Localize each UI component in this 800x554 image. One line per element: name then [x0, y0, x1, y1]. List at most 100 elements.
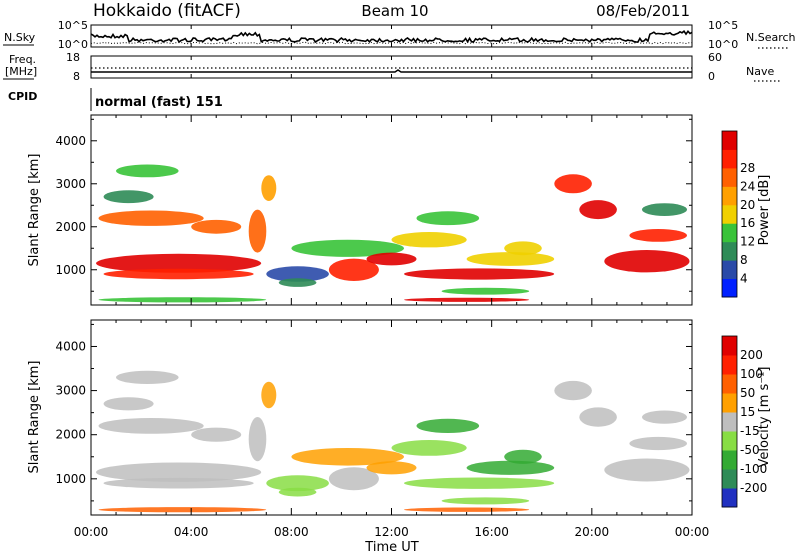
echo-region [642, 203, 687, 217]
cpid-value: normal (fast) 151 [95, 95, 223, 110]
freq-tick-bottom: 8 [73, 70, 80, 83]
echo-region [98, 297, 267, 303]
colorbar-segment [722, 393, 737, 413]
x-tick-label: 04:00 [174, 525, 209, 539]
velocity-colorbar-label: Velocity [m s⁻¹] [757, 367, 772, 468]
echo-region [391, 440, 467, 456]
y-tick-label: 2000 [55, 220, 86, 234]
echo-region [191, 219, 242, 234]
echo-region [96, 253, 262, 273]
velocity-heatmap [96, 370, 690, 513]
colorbar-segment [722, 260, 737, 280]
echo-region [98, 507, 267, 513]
echo-region [98, 418, 204, 434]
colorbar-segment [722, 488, 737, 508]
velocity-colorbar: 200 100 50 15 -15 -50 -100 -200 [721, 335, 767, 508]
echo-region [266, 266, 329, 282]
echo-region [504, 449, 542, 464]
colorbar-segment [722, 278, 737, 298]
y-tick-label: 1000 [55, 472, 86, 486]
y-tick-label: 4000 [55, 339, 86, 353]
date-title: 08/Feb/2011 [596, 2, 690, 20]
colorbar-tick-label: 16 [740, 216, 755, 230]
noise-right-tick-top: 10^5 [708, 19, 738, 32]
echo-region [579, 407, 617, 427]
colorbar-frame [721, 335, 738, 508]
colorbar-tick-label: 28 [740, 161, 755, 175]
colorbar-tick-label: 200 [740, 348, 763, 362]
echo-region [366, 252, 417, 266]
velocity-y-label: Slant Range [km] [27, 361, 42, 474]
colorbar-frame [721, 130, 738, 298]
echo-region [579, 200, 617, 220]
colorbar-tick-label: -100 [740, 462, 767, 476]
nave-label: Nave [746, 65, 774, 78]
colorbar-tick-label: 12 [740, 235, 755, 249]
echo-region [191, 427, 242, 442]
x-tick-label: 00:00 [74, 525, 109, 539]
y-tick-label: 2000 [55, 428, 86, 442]
echo-region [116, 370, 179, 384]
echo-region [554, 174, 592, 194]
echo-region [278, 487, 317, 497]
colorbar-tick-label: 15 [740, 405, 755, 419]
power-heatmap [96, 164, 690, 303]
freq-label-line1: Freq. [9, 53, 36, 66]
colorbar-tick-label: 100 [740, 367, 763, 381]
echo-region [248, 209, 267, 253]
colorbar-segment [722, 241, 737, 261]
colorbar-segment [722, 167, 737, 187]
colorbar-tick-label: 50 [740, 386, 755, 400]
y-tick-label: 4000 [55, 134, 86, 148]
x-tick-label: 16:00 [474, 525, 509, 539]
colorbar-segment [722, 223, 737, 243]
colorbar-segment [722, 204, 737, 224]
echo-region [604, 458, 690, 482]
noise-left-tick-top: 10^5 [58, 19, 88, 32]
echo-region [266, 475, 329, 492]
colorbar-tick-label: 4 [740, 272, 748, 286]
echo-region [103, 190, 154, 204]
echo-region [441, 497, 530, 505]
echo-region [404, 297, 530, 302]
echo-region [466, 460, 555, 475]
colorbar-segment [722, 336, 737, 356]
echo-region [629, 229, 687, 242]
colorbar-tick-label: -200 [740, 481, 767, 495]
echo-region [248, 417, 267, 462]
echo-region [103, 477, 254, 489]
x-tick-label: 00:00 [675, 525, 710, 539]
colorbar-segment [722, 469, 737, 489]
echo-region [291, 239, 405, 257]
beam-title: Beam 10 [361, 2, 428, 20]
power-colorbar-label: Power [dB] [757, 175, 772, 246]
colorbar-segment [722, 450, 737, 470]
echo-region [391, 232, 467, 248]
echo-region [96, 462, 262, 482]
echo-region [416, 418, 480, 433]
echo-region [261, 175, 277, 202]
echo-region [629, 436, 687, 451]
power-y-label: Slant Range [km] [27, 154, 42, 267]
y-tick-label: 3000 [55, 384, 86, 398]
noise-left-label: N.Sky [4, 31, 36, 44]
echo-region [404, 507, 530, 512]
echo-region [278, 278, 317, 287]
echo-region [116, 164, 179, 178]
colorbar-segment [722, 355, 737, 375]
velocity-y-axis: 1000 2000 3000 4000 [55, 323, 692, 502]
echo-region [404, 268, 555, 280]
y-tick-label: 1000 [55, 263, 86, 277]
echo-region [554, 380, 592, 401]
noise-left-tick-bottom: 10^0 [58, 38, 88, 51]
echo-region [291, 448, 405, 466]
time-axis: 00:00 04:00 08:00 12:00 16:00 20:00 00:00 [74, 25, 710, 539]
colorbar-tick-label: -50 [740, 443, 760, 457]
echo-region [366, 461, 417, 475]
freq-series [91, 69, 692, 73]
echo-region [261, 381, 277, 409]
colorbar-segment [722, 149, 737, 169]
echo-region [642, 410, 687, 424]
noise-right-tick-bottom: 10^0 [708, 38, 738, 51]
y-tick-label: 3000 [55, 177, 86, 191]
